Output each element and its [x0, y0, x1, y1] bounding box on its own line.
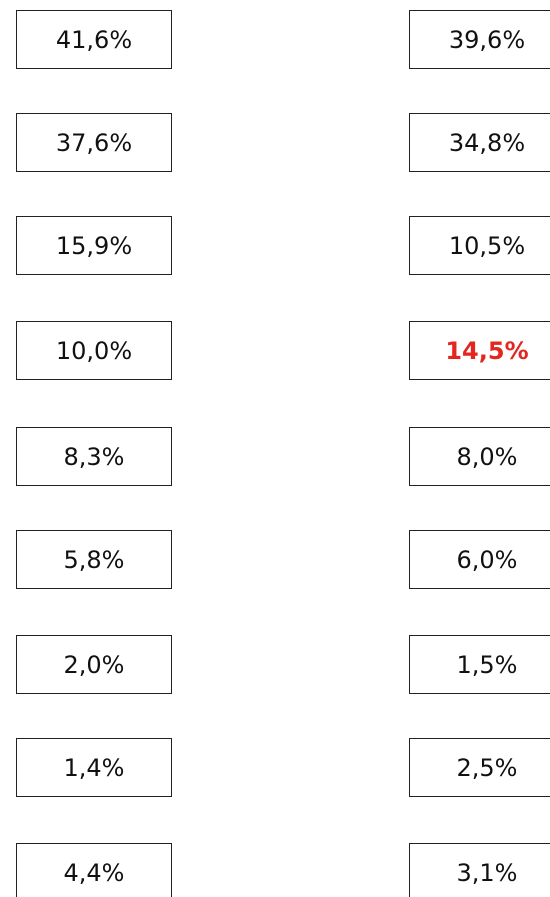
value-box: 37,6% — [16, 113, 172, 172]
value-box: 2,0% — [16, 635, 172, 694]
value-box: 14,5% — [409, 321, 550, 380]
value-box: 41,6% — [16, 10, 172, 69]
value-box: 4,4% — [16, 843, 172, 897]
value-box: 15,9% — [16, 216, 172, 275]
value-box: 8,0% — [409, 427, 550, 486]
value-box: 6,0% — [409, 530, 550, 589]
value-box: 10,5% — [409, 216, 550, 275]
value-box: 39,6% — [409, 10, 550, 69]
value-box: 8,3% — [16, 427, 172, 486]
value-box: 3,1% — [409, 843, 550, 897]
value-box: 2,5% — [409, 738, 550, 797]
value-box: 1,4% — [16, 738, 172, 797]
value-box: 5,8% — [16, 530, 172, 589]
value-box: 10,0% — [16, 321, 172, 380]
value-box: 34,8% — [409, 113, 550, 172]
value-box: 1,5% — [409, 635, 550, 694]
